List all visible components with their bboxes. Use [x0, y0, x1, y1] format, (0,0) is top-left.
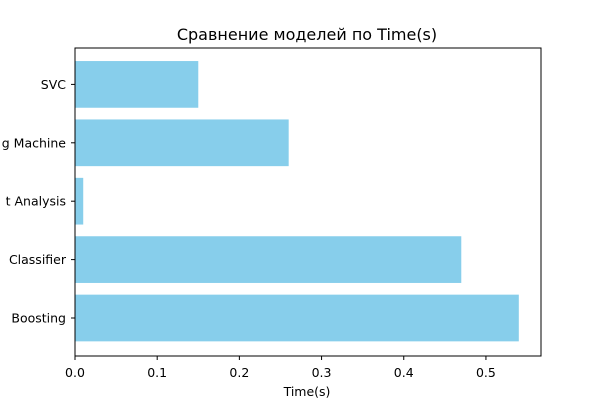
y-tick-label-0: Boosting: [11, 311, 66, 326]
x-tick-label-5: 0.5: [476, 365, 496, 380]
bar-1: [75, 236, 462, 283]
bars-layer: [75, 61, 519, 342]
y-tick-label-3: g Machine: [2, 135, 67, 150]
x-tick-label-4: 0.4: [394, 365, 414, 380]
axes-layer: Boosting Classifier t Analysis g Machine SVC…: [2, 77, 496, 380]
y-tick-label-1: Classifier: [9, 252, 67, 267]
bar-2: [75, 177, 84, 225]
bar-4: [75, 61, 199, 108]
bar-3: [75, 119, 289, 167]
plot-frame: [74, 47, 542, 357]
chart-title: Сравнение моделей по Time(s): [177, 25, 437, 44]
y-tick-label-4: SVC: [41, 77, 66, 92]
x-axis-label: Time(s): [283, 384, 331, 399]
x-tick-label-1: 0.1: [147, 365, 167, 380]
x-tick-label-2: 0.2: [229, 365, 249, 380]
x-tick-label-0: 0.0: [65, 365, 85, 380]
x-tick-label-3: 0.3: [312, 365, 332, 380]
bar-0: [75, 294, 519, 342]
y-tick-label-2: t Analysis: [6, 194, 66, 209]
